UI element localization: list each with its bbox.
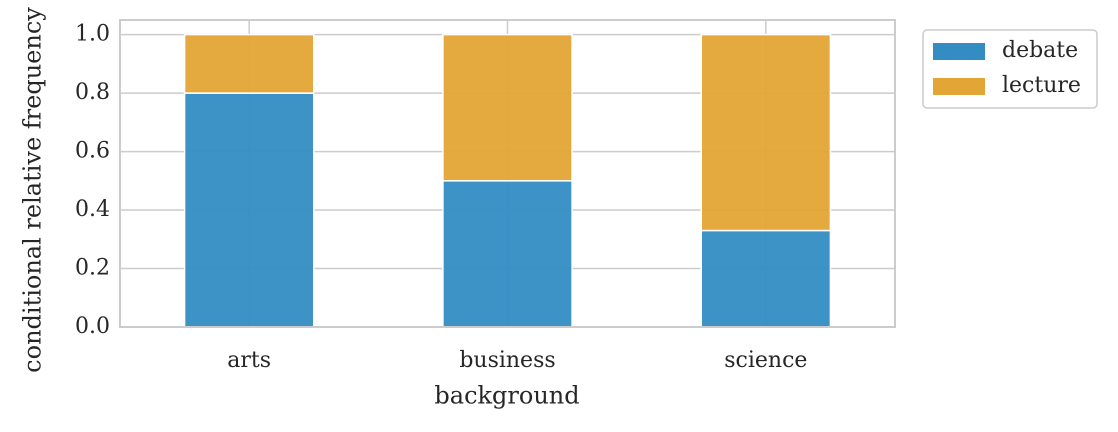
bar-segment	[442, 33, 573, 182]
x-axis-label: background	[434, 382, 579, 410]
x-tick-label: business	[459, 348, 555, 373]
y-tick-label: 0.0	[75, 314, 110, 339]
bar-segment	[700, 33, 832, 232]
legend-label: debate	[1002, 38, 1078, 63]
y-tick-label: 1.0	[75, 22, 110, 47]
legend-label: lecture	[1002, 73, 1081, 98]
legend: debate lecture	[922, 29, 1098, 109]
x-tick-label: arts	[227, 348, 271, 373]
bar-segment	[183, 33, 315, 94]
y-tick-label: 0.4	[75, 197, 110, 222]
x-tick-label: science	[724, 348, 807, 373]
bar-segment	[442, 180, 573, 328]
legend-swatch	[933, 78, 985, 95]
bar-segment	[700, 229, 832, 328]
legend-swatch	[933, 43, 985, 60]
y-tick-label: 0.2	[75, 256, 110, 281]
y-tick-label: 0.8	[75, 80, 110, 105]
y-tick-label: 0.6	[75, 139, 110, 164]
bar-segment	[183, 92, 315, 328]
axes-frame	[119, 19, 896, 328]
y-axis-label: conditional relative frequency	[19, 7, 47, 373]
